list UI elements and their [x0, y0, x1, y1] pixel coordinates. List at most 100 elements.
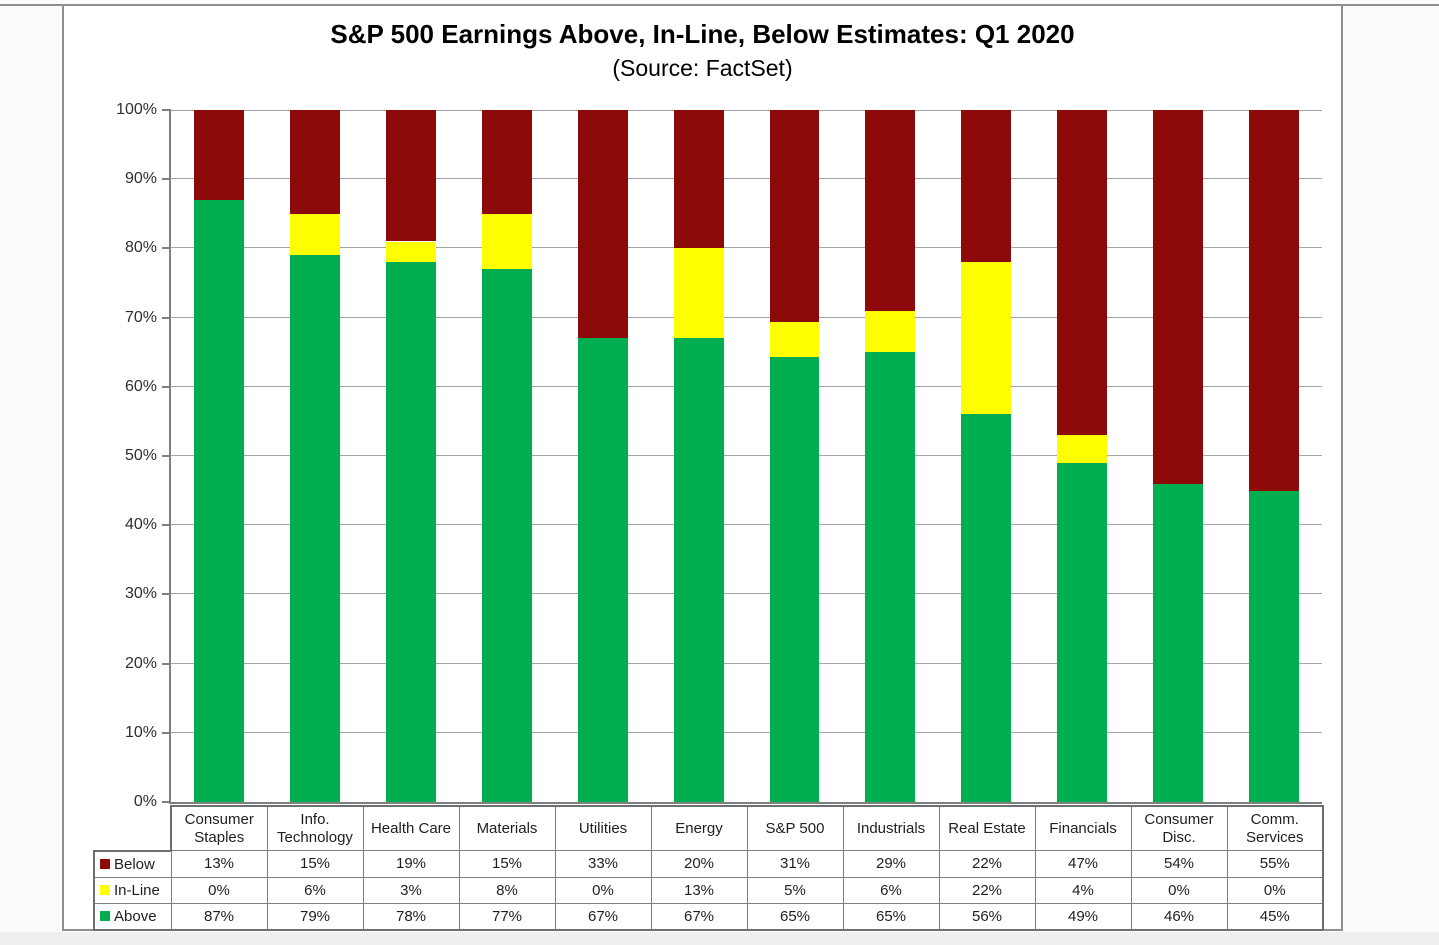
table-cell-below-utilities: 33% — [554, 850, 652, 878]
data-table: Consumer Staples Info. Technology Health C… — [93, 805, 1324, 931]
bar-segment-below — [1153, 110, 1204, 484]
table-cell-below-consumer-staples: 13% — [170, 850, 268, 878]
table-cell-above-utilities: 67% — [554, 902, 652, 931]
bar-segment-below — [1057, 110, 1108, 436]
y-axis-label-90%: 90% — [124, 170, 157, 188]
table-cell-above-financials: 49% — [1034, 902, 1132, 931]
y-tick-40% — [162, 524, 171, 527]
bar-segment-above — [769, 356, 820, 802]
bar-slot-materials — [459, 110, 555, 802]
y-tick-20% — [162, 662, 171, 665]
y-axis-label-100%: 100% — [116, 101, 157, 118]
table-cell-above-industrials: 65% — [842, 902, 940, 931]
table-header-consumer-disc-: Consumer Disc. — [1130, 805, 1228, 851]
legend-label-below: Below — [114, 855, 155, 873]
page-bottom-strip — [0, 932, 1439, 945]
bar-segment-in-line — [961, 262, 1012, 415]
table-row-label-in-line: In-Line — [93, 876, 172, 904]
table-header-financials: Financials — [1034, 805, 1132, 851]
table-cell-below-industrials: 29% — [842, 850, 940, 878]
chart-frame: S&P 500 Earnings Above, In-Line, Below E… — [62, 4, 1343, 931]
table-corner-cell — [94, 806, 171, 851]
bar-slot-real-estate — [938, 110, 1034, 802]
table-header-energy: Energy — [650, 805, 748, 851]
gridline-60% — [171, 385, 1322, 387]
bar-segment-in-line — [385, 241, 436, 263]
gridline-80% — [171, 247, 1322, 249]
y-axis-label-50%: 50% — [124, 447, 157, 464]
y-tick-50% — [162, 455, 171, 457]
bar-segment-below — [194, 110, 244, 200]
stacked-bar — [673, 110, 724, 802]
bar-segment-below — [865, 110, 916, 311]
table-cell-in-line-info-technology: 6% — [266, 876, 364, 904]
bar-segment-above — [577, 338, 628, 802]
chart-title: S&P 500 Earnings Above, In-Line, Below E… — [330, 19, 1075, 49]
bar-segment-below — [673, 110, 724, 249]
table-header-info-technology: Info. Technology — [266, 805, 364, 851]
stacked-bar — [289, 110, 340, 802]
bar-slot-consumer-staples — [171, 110, 267, 802]
table-cell-below-s-p-500: 31% — [746, 850, 844, 878]
bar-segment-below — [769, 110, 820, 323]
table-header-comm-services: Comm. Services — [1226, 805, 1324, 851]
bar-slot-s-p-500 — [747, 110, 843, 802]
gridline-50% — [171, 455, 1322, 456]
table-cell-below-real-estate: 22% — [938, 850, 1036, 878]
gridline-30% — [171, 593, 1322, 595]
stacked-bar — [1057, 110, 1108, 802]
stacked-bar — [769, 110, 820, 802]
y-axis-label-10%: 10% — [124, 723, 157, 741]
bar-segment-below — [385, 110, 436, 242]
bar-segment-in-line — [769, 322, 820, 357]
stacked-bar — [1153, 110, 1204, 802]
bar-segment-above — [481, 269, 532, 802]
bar-slot-health-care — [363, 110, 459, 802]
table-header-materials: Materials — [458, 805, 556, 851]
gridline-90% — [171, 178, 1322, 180]
y-axis-label-30%: 30% — [124, 585, 157, 603]
stacked-bar — [481, 110, 532, 802]
y-tick-90% — [162, 178, 171, 181]
table-cell-in-line-utilities: 0% — [554, 876, 652, 904]
table-cell-in-line-energy: 13% — [650, 876, 748, 904]
table-cell-in-line-real-estate: 22% — [938, 876, 1036, 904]
bar-segment-in-line — [1057, 435, 1108, 463]
table-cell-in-line-health-care: 3% — [362, 876, 460, 904]
bar-segment-in-line — [289, 213, 340, 256]
bar-segment-above — [194, 199, 244, 802]
gridline-10% — [171, 731, 1322, 733]
gridline-100% — [171, 110, 1322, 111]
bar-segment-above — [673, 338, 724, 802]
y-axis-label-20%: 20% — [124, 654, 157, 672]
table-cell-in-line-comm-services: 0% — [1226, 876, 1324, 904]
table-header-health-care: Health Care — [362, 805, 460, 851]
bar-segment-above — [961, 414, 1012, 802]
legend-label-above: Above — [114, 907, 157, 925]
bar-segment-above — [1057, 462, 1108, 802]
bar-slot-consumer-disc- — [1130, 110, 1226, 802]
bar-segment-above — [1153, 483, 1204, 802]
table-row-label-below: Below — [93, 849, 172, 878]
y-tick-70% — [162, 316, 171, 319]
y-tick-100% — [162, 109, 171, 111]
table-cell-in-line-industrials: 6% — [842, 876, 940, 904]
bar-segment-above — [865, 352, 916, 802]
table-cell-above-consumer-disc-: 46% — [1130, 902, 1228, 931]
table-row-label-above: Above — [93, 902, 172, 931]
bar-segment-below — [289, 110, 340, 214]
table-cell-below-comm-services: 55% — [1226, 850, 1324, 878]
y-axis-label-80%: 80% — [124, 239, 157, 257]
legend-swatch-above — [100, 911, 110, 921]
stacked-bar — [1249, 110, 1300, 802]
y-axis-label-60%: 60% — [124, 377, 157, 395]
bar-slot-info-technology — [267, 110, 363, 802]
bar-slot-industrials — [842, 110, 938, 802]
table-cell-above-materials: 77% — [458, 902, 556, 931]
bar-segment-in-line — [673, 248, 724, 339]
bar-segment-in-line — [865, 310, 916, 353]
bar-segment-below — [481, 110, 532, 214]
table-cell-in-line-materials: 8% — [458, 876, 556, 904]
table-cell-below-energy: 20% — [650, 850, 748, 878]
table-header-consumer-staples: Consumer Staples — [170, 805, 268, 851]
